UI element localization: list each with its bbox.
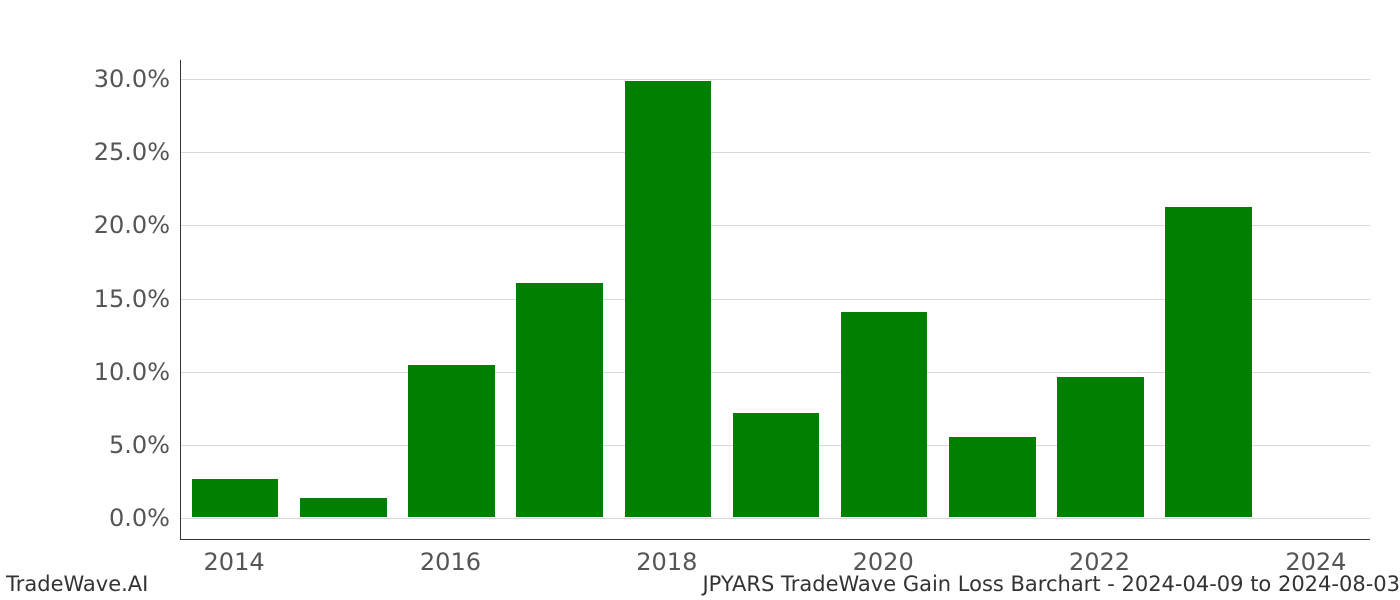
gridline [181, 518, 1370, 519]
plot-area [180, 60, 1370, 540]
y-tick-label: 0.0% [109, 504, 170, 532]
x-tick-label: 2016 [420, 548, 481, 576]
bar [949, 437, 1036, 517]
footer-brand: TradeWave.AI [6, 572, 148, 596]
bar [516, 283, 603, 517]
y-tick-label: 5.0% [109, 431, 170, 459]
y-tick-label: 20.0% [94, 211, 170, 239]
gridline [181, 79, 1370, 80]
y-tick-label: 15.0% [94, 285, 170, 313]
y-tick-label: 30.0% [94, 65, 170, 93]
bar [408, 365, 495, 517]
bar [300, 498, 387, 517]
bar [1057, 377, 1144, 517]
bar [733, 413, 820, 517]
x-tick-label: 2018 [636, 548, 697, 576]
gridline [181, 152, 1370, 153]
bar [841, 312, 928, 517]
x-tick-label: 2014 [204, 548, 265, 576]
y-tick-label: 10.0% [94, 358, 170, 386]
bar [192, 479, 279, 517]
bar [625, 81, 712, 517]
chart-container: 0.0% 5.0% 10.0% 15.0% 20.0% 25.0% 30.0% 2014 20… [0, 0, 1400, 600]
footer-caption: JPYARS TradeWave Gain Loss Barchart - 20… [702, 572, 1400, 596]
y-tick-label: 25.0% [94, 138, 170, 166]
bar [1165, 207, 1252, 517]
